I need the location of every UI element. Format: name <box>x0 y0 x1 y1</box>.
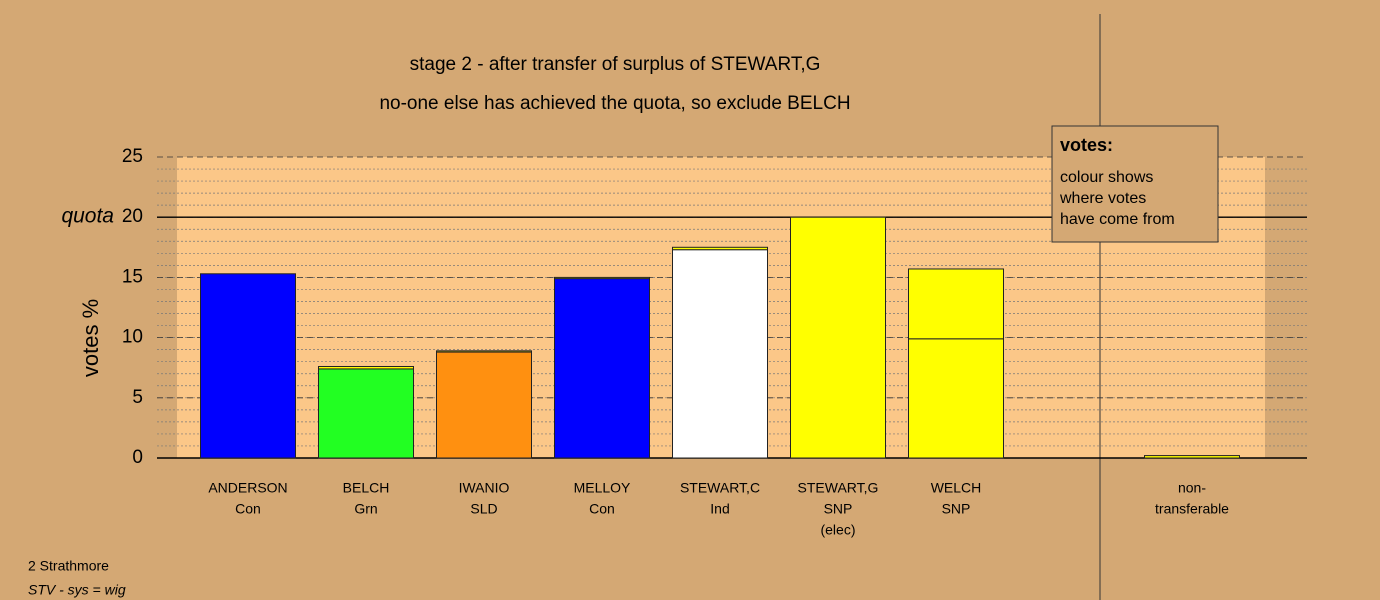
bar-segment <box>436 350 532 353</box>
x-tick-label: BELCH <box>343 480 390 496</box>
note-box <box>1051 125 1219 243</box>
x-tick-label: ANDERSON <box>208 480 287 496</box>
x-tick-label: Con <box>235 501 261 517</box>
bar-segment <box>672 246 768 251</box>
x-tick-label: Grn <box>354 501 377 517</box>
note-line: where votes <box>1059 190 1146 207</box>
x-tick-label: WELCH <box>931 480 982 496</box>
y-tick-label: 25 <box>122 146 143 167</box>
y-axis-label: votes % <box>78 299 103 377</box>
bar-segment <box>1144 455 1240 459</box>
chart-title: stage 2 - after transfer of surplus of S… <box>410 54 821 75</box>
bar-segment <box>200 273 296 459</box>
bar-segment <box>554 278 650 459</box>
x-tick-label: Con <box>589 501 615 517</box>
x-tick-label: Ind <box>710 501 729 517</box>
note-line: colour shows <box>1060 169 1153 186</box>
bar-segment <box>436 351 532 459</box>
x-tick-label: transferable <box>1155 501 1229 517</box>
x-tick-label: STEWART,G <box>798 480 879 496</box>
x-tick-label: non- <box>1178 480 1206 496</box>
x-tick-label: IWANIO <box>459 480 510 496</box>
note-line: have come from <box>1060 211 1175 228</box>
y-tick-label: 15 <box>122 266 143 287</box>
bar-segment <box>790 216 886 459</box>
x-tick-label: STEWART,C <box>680 480 760 496</box>
note-title: votes: <box>1060 135 1113 155</box>
y-tick-label: 5 <box>132 387 143 408</box>
x-tick-label: SLD <box>470 501 497 517</box>
bar-segment <box>672 249 768 459</box>
x-tick-label: MELLOY <box>574 480 631 496</box>
y-tick-label: 10 <box>122 327 143 348</box>
bar-segment <box>318 368 414 459</box>
chart-subtitle: no-one else has achieved the quota, so e… <box>379 93 850 114</box>
bar-segment <box>318 365 414 370</box>
quota-label: quota <box>61 205 114 228</box>
y-tick-label: 20 <box>122 206 143 227</box>
x-tick-label: (elec) <box>820 522 855 538</box>
bar-segment <box>908 268 1004 340</box>
bar-segment <box>908 338 1004 459</box>
y-tick-label: 0 <box>132 447 143 468</box>
bar-segment <box>554 276 650 280</box>
x-tick-label: SNP <box>942 501 971 517</box>
x-tick-label: SNP <box>824 501 853 517</box>
footer-line: STV - sys = wig <box>28 582 126 598</box>
footer-line: 2 Strathmore <box>28 558 109 574</box>
